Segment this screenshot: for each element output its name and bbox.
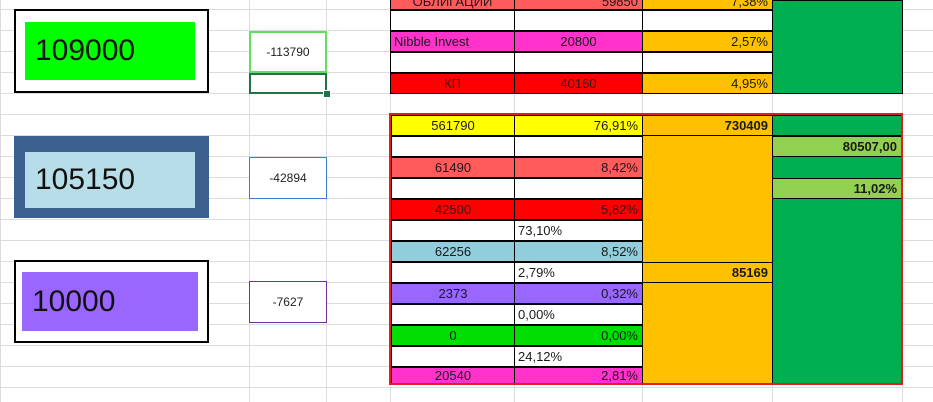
share-cell-2[interactable]: 2,79% [514, 262, 643, 283]
percent-20540-cell[interactable]: 2,81% [514, 367, 643, 384]
kp-amount-cell[interactable]: 40160 [514, 73, 643, 94]
amount-20540-cell[interactable]: 20540 [391, 367, 515, 384]
percent-62256-cell[interactable]: 8,52% [514, 241, 643, 262]
empty-cell[interactable] [642, 52, 773, 73]
empty-cell[interactable] [390, 52, 515, 73]
diff-cell-1[interactable]: -113790 [249, 31, 327, 73]
bonds-amount-cell[interactable]: 59850 [514, 0, 643, 10]
diff-cell-3[interactable]: -7627 [249, 281, 327, 323]
percent-0-cell[interactable]: 0,00% [514, 325, 643, 346]
right-value-cell-2[interactable]: 11,02% [772, 178, 902, 199]
empty-cell[interactable] [514, 10, 643, 31]
sub-total-cell[interactable]: 85169 [642, 262, 773, 283]
selected-cell[interactable] [249, 73, 327, 94]
bonds-percent-cell[interactable]: 7,38% [642, 0, 773, 10]
green-column-top[interactable] [772, 0, 903, 94]
empty-cell[interactable] [390, 10, 515, 31]
empty-cell[interactable] [391, 220, 515, 241]
percent-42500-cell[interactable]: 5,82% [514, 199, 643, 220]
column-divider [249, 0, 250, 402]
orange-column[interactable] [642, 136, 773, 384]
share-cell-3[interactable]: 0,00% [514, 304, 643, 325]
total-amount-cell[interactable]: 561790 [391, 115, 515, 136]
bonds-name-cell[interactable]: ОБЛИГАЦИИ [390, 0, 515, 10]
summary-value-1: 109000 [25, 22, 195, 80]
nibble-percent-cell[interactable]: 2,57% [642, 31, 773, 52]
right-value-cell-1[interactable]: 80507,00 [772, 136, 902, 157]
empty-cell[interactable] [391, 304, 515, 325]
total-percent-cell[interactable]: 76,91% [514, 115, 643, 136]
kp-name-cell[interactable]: КП [390, 73, 515, 94]
grand-total-cell[interactable]: 730409 [642, 115, 773, 136]
empty-cell[interactable] [642, 10, 773, 31]
kp-percent-cell[interactable]: 4,95% [642, 73, 773, 94]
summary-value-2: 105150 [25, 152, 195, 208]
empty-cell[interactable] [514, 136, 643, 157]
share-cell-4[interactable]: 24,12% [514, 346, 643, 367]
amount-61490-cell[interactable]: 61490 [391, 157, 515, 178]
empty-cell[interactable] [391, 346, 515, 367]
summary-value-3: 10000 [22, 272, 198, 331]
column-divider [326, 0, 327, 402]
percent-2373-cell[interactable]: 0,32% [514, 283, 643, 304]
green-header-cell[interactable] [772, 115, 902, 136]
nibble-name-cell[interactable]: Nibble Invest [390, 31, 515, 52]
empty-cell[interactable] [391, 262, 515, 283]
empty-cell[interactable] [391, 178, 515, 199]
empty-cell[interactable] [514, 52, 643, 73]
empty-cell[interactable] [514, 178, 643, 199]
amount-2373-cell[interactable]: 2373 [391, 283, 515, 304]
green-column-bottom[interactable] [772, 136, 902, 384]
share-cell-1[interactable]: 73,10% [514, 220, 643, 241]
amount-42500-cell[interactable]: 42500 [391, 199, 515, 220]
amount-62256-cell[interactable]: 62256 [391, 241, 515, 262]
percent-61490-cell[interactable]: 8,42% [514, 157, 643, 178]
fill-handle[interactable] [323, 90, 331, 98]
nibble-amount-cell[interactable]: 20800 [514, 31, 643, 52]
diff-cell-2[interactable]: -42894 [249, 157, 327, 199]
empty-cell[interactable] [391, 136, 515, 157]
amount-0-cell[interactable]: 0 [391, 325, 515, 346]
